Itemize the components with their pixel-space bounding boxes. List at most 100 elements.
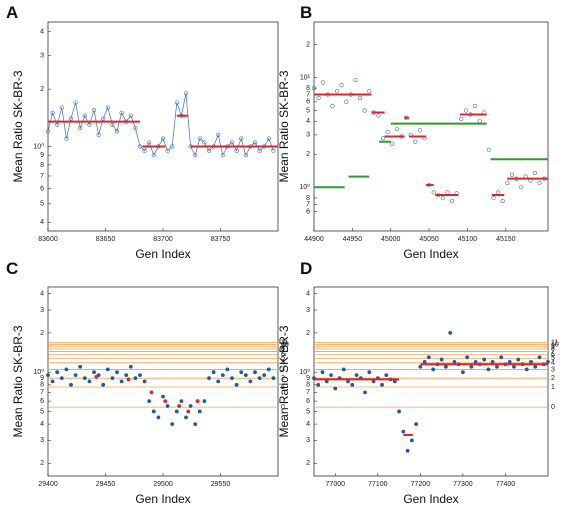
data-point (512, 364, 516, 369)
data-point (142, 148, 147, 153)
data-point (524, 367, 529, 372)
data-point (55, 122, 60, 127)
data-point (363, 390, 367, 395)
data-point (482, 357, 487, 362)
y-tick-label: 8 (306, 85, 310, 92)
data-point (115, 370, 119, 375)
data-point (50, 379, 55, 384)
y-tick-label: 5 (40, 201, 44, 208)
data-point (128, 364, 133, 369)
data-point (87, 379, 92, 384)
data-point (229, 140, 235, 145)
data-point (197, 136, 202, 141)
x-tick-label: 77200 (411, 481, 431, 488)
copy-number-label: 10 (281, 341, 289, 348)
data-point (390, 141, 395, 146)
data-point (376, 113, 381, 118)
y-tick-label: 3 (306, 132, 310, 139)
data-point (119, 379, 124, 384)
data-point (461, 370, 465, 375)
data-point (459, 116, 464, 121)
data-point (186, 409, 191, 414)
data-point (426, 355, 431, 360)
data-point (156, 415, 161, 420)
data-point (126, 377, 131, 382)
data-point (252, 140, 258, 145)
data-point (202, 140, 207, 145)
data-point (69, 382, 73, 387)
data-point (414, 422, 419, 426)
y-tick-label: 2 (306, 460, 310, 467)
copy-number-label: 3 (281, 366, 285, 373)
data-point (133, 376, 138, 381)
data-point (509, 172, 515, 177)
data-point (431, 190, 436, 195)
data-point (431, 367, 436, 372)
y-tick-label: 10¹ (300, 74, 311, 81)
data-point (333, 386, 338, 391)
x-tick-label: 77400 (496, 481, 516, 488)
x-tick-label: 44950 (343, 236, 363, 243)
data-point (243, 373, 248, 378)
x-axis-label: Gen Index (135, 492, 190, 504)
y-tick-label: 9 (40, 152, 44, 159)
data-point (92, 370, 96, 375)
data-point (165, 148, 170, 153)
data-point (353, 77, 358, 83)
data-point (142, 379, 147, 384)
data-point (78, 364, 83, 369)
y-tick-label: 10⁰ (33, 368, 44, 376)
data-point (546, 359, 550, 364)
data-point (174, 100, 179, 105)
data-point (184, 415, 188, 420)
data-point (330, 103, 335, 109)
y-axis-label: Mean Ratio SK-BR-3 (11, 325, 25, 437)
data-point (174, 409, 179, 414)
data-point (486, 147, 492, 152)
panel-label: D (300, 259, 312, 278)
data-point (537, 180, 542, 185)
y-axis-label: Mean Ratio SK-BR-3 (277, 70, 291, 182)
x-tick-label: 83700 (153, 236, 173, 243)
y-tick-label: 8 (40, 162, 44, 169)
y-tick-label: 7 (306, 389, 310, 396)
copy-number-label: 4 (551, 360, 555, 367)
data-point (357, 95, 363, 101)
data-point (417, 128, 422, 133)
data-point (320, 370, 325, 375)
data-point (452, 359, 457, 364)
copy-number-label: 11 (551, 339, 558, 346)
x-tick-label: 44900 (304, 236, 324, 243)
data-point (133, 125, 138, 131)
data-point (397, 409, 401, 414)
y-tick-label: 7 (306, 91, 310, 98)
data-point (519, 185, 524, 190)
data-point (96, 132, 101, 137)
copy-number-label: 5 (551, 355, 555, 362)
y-tick-label: 6 (40, 186, 44, 193)
data-point (334, 89, 340, 94)
y-tick-label: 4 (40, 219, 44, 226)
copy-number-label: 0 (281, 404, 285, 411)
data-point (505, 180, 510, 185)
data-point (367, 89, 372, 94)
plot-area (313, 286, 549, 477)
data-point (409, 438, 414, 443)
data-point (64, 367, 69, 372)
data-point (271, 376, 276, 381)
y-tick-label: 2 (40, 86, 44, 93)
data-point (119, 110, 124, 116)
y-tick-label: 6 (306, 99, 310, 106)
y-tick-label: 10⁰ (299, 183, 310, 191)
data-point (443, 364, 448, 369)
data-point (316, 382, 321, 387)
data-point (211, 370, 216, 375)
data-point (193, 422, 198, 426)
panel-label: C (6, 259, 18, 278)
y-tick-label: 2 (40, 330, 44, 337)
data-point (59, 376, 64, 381)
y-tick-label: 8 (306, 195, 310, 202)
copy-number-label: 10 (551, 341, 559, 348)
data-point (324, 379, 329, 384)
